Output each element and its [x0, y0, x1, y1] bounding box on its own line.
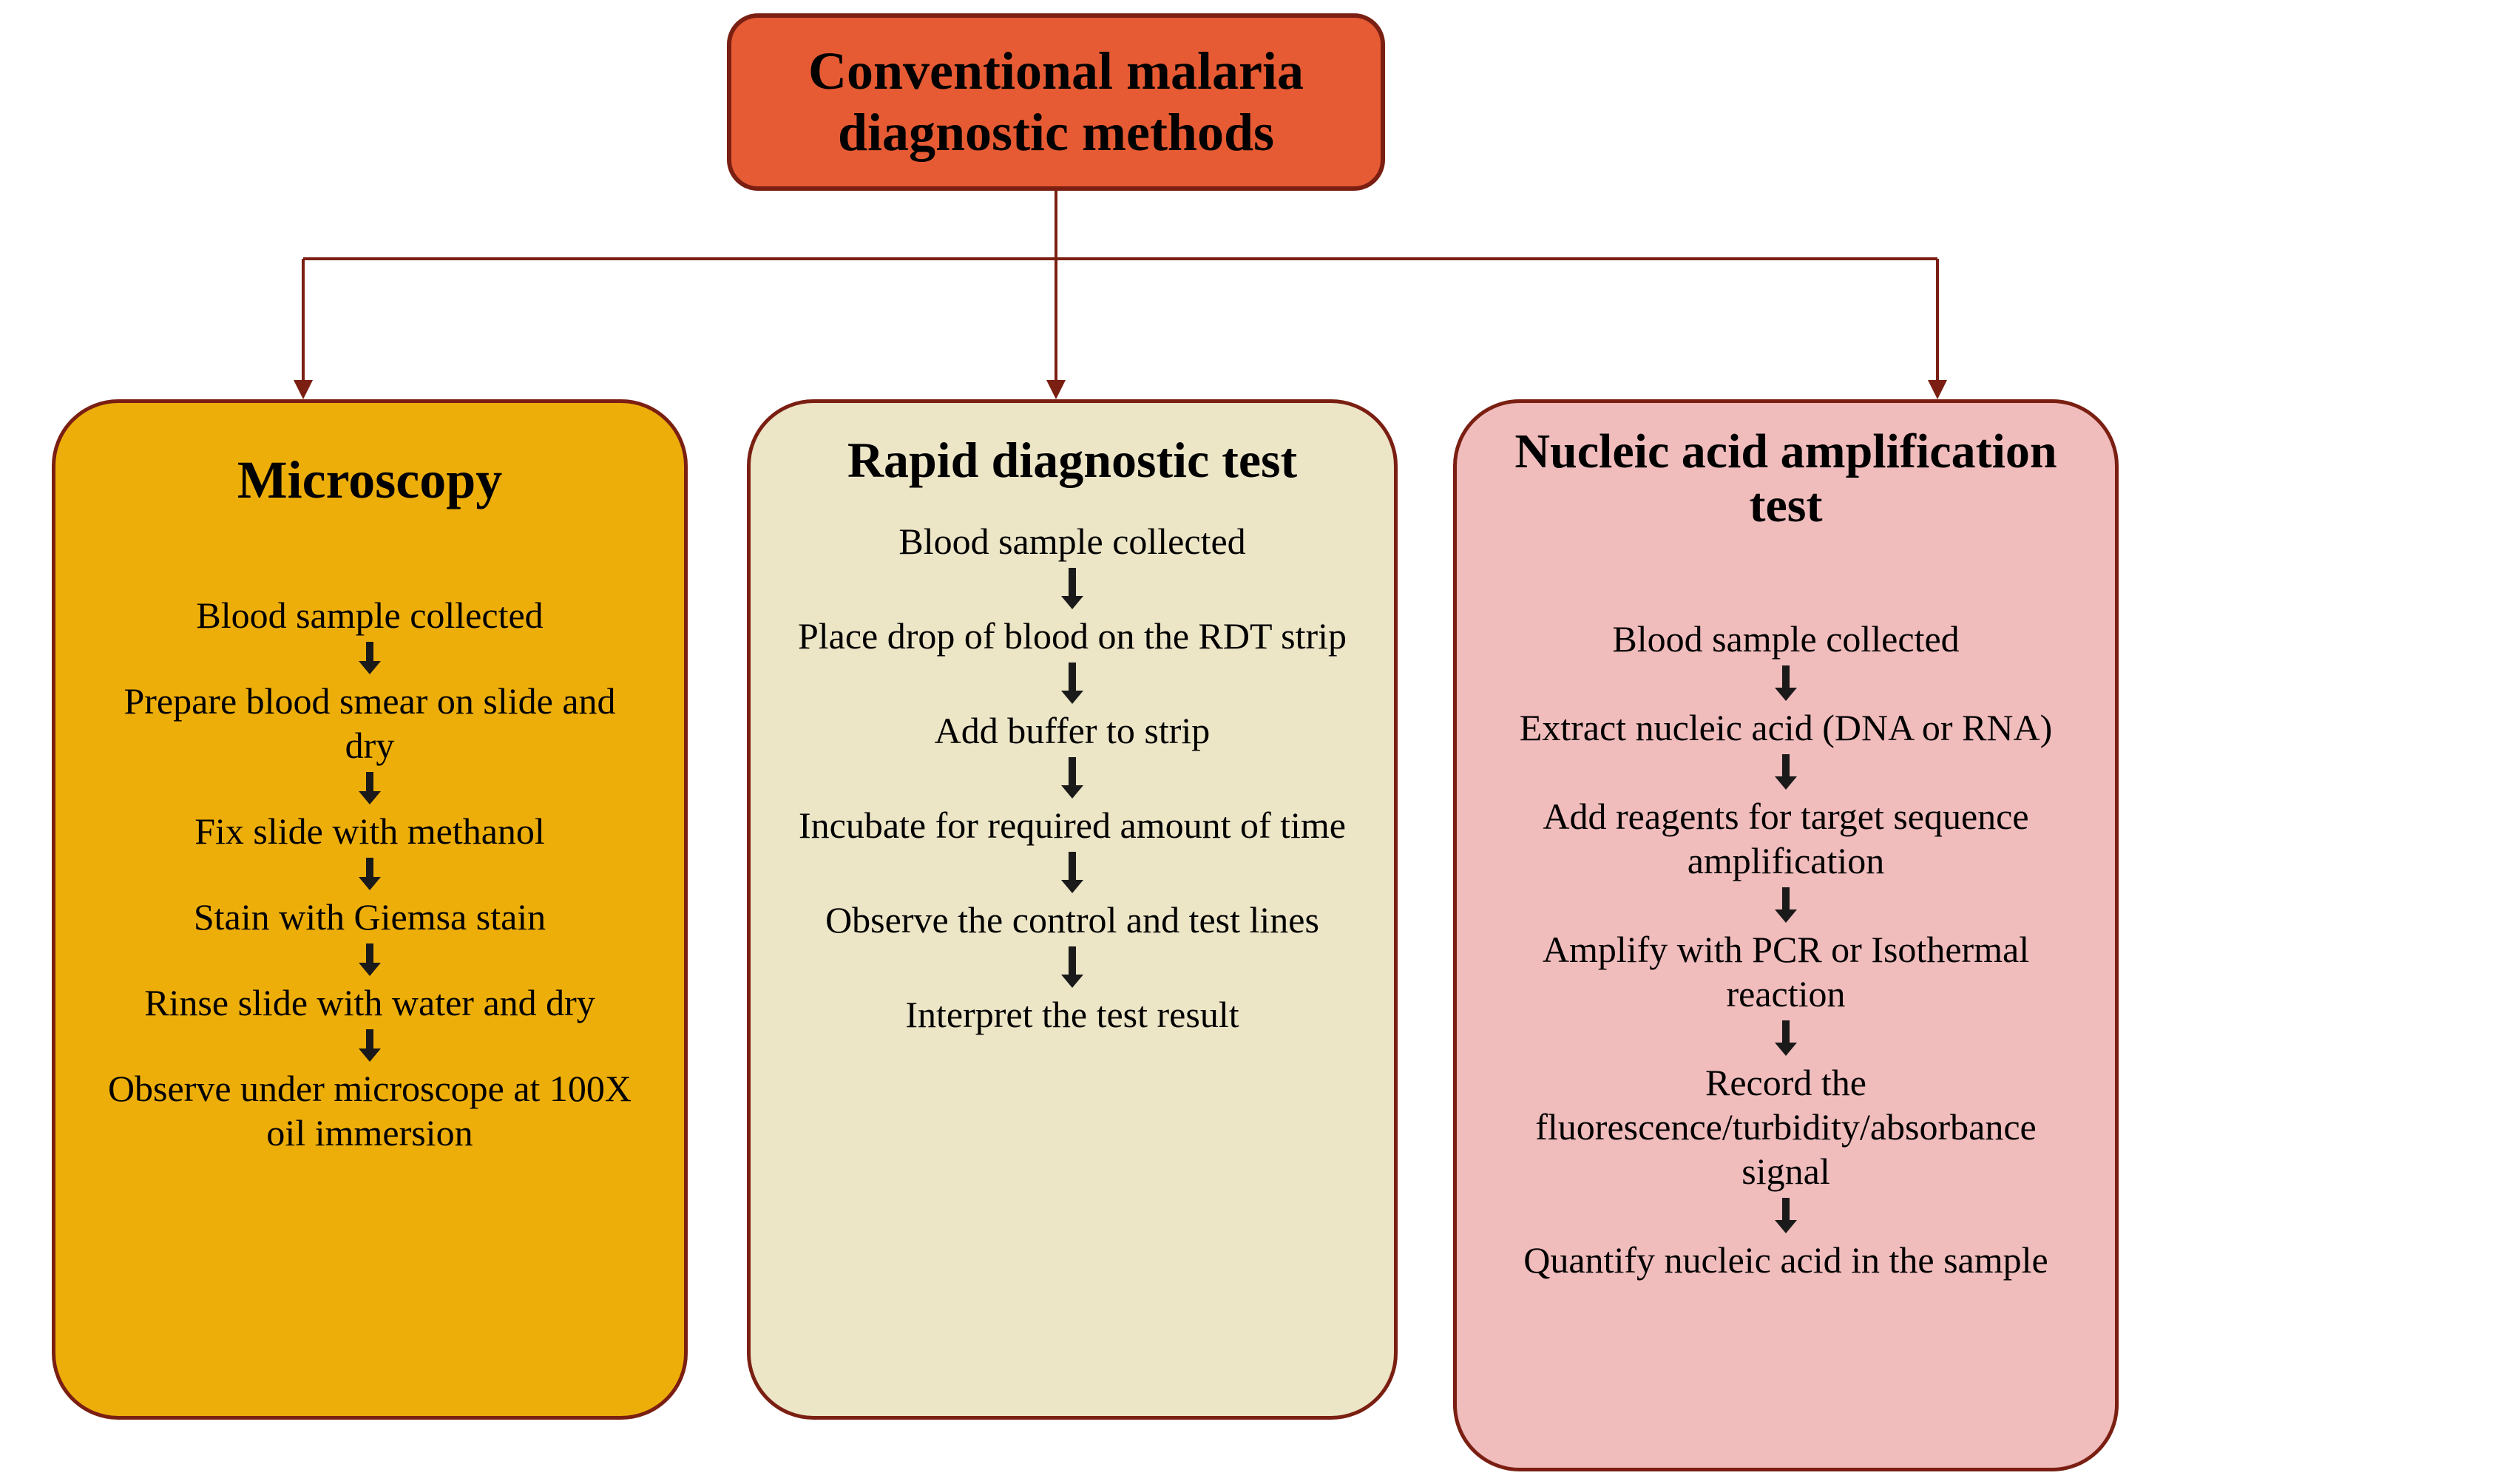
down-arrow-icon [355, 770, 385, 806]
step-text: Blood sample collected [1612, 617, 1959, 661]
root-title-line2: diagnostic methods [838, 102, 1274, 163]
step-text: Observe the control and test lines [825, 898, 1319, 942]
down-arrow-icon [1771, 753, 1801, 791]
down-arrow-icon [1771, 1019, 1801, 1057]
step-text: Observe under microscope at 100X oil imm… [96, 1066, 643, 1155]
step-text: Stain with Giemsa stain [194, 895, 546, 939]
step-text: Add reagents for target sequence amplifi… [1497, 794, 2074, 883]
method-microscopy: Microscopy Blood sample collected Prepare … [52, 399, 688, 1420]
step-text: Interpret the test result [905, 992, 1239, 1037]
root-node: Conventional malaria diagnostic methods [727, 13, 1385, 191]
steps-list: Blood sample collected Place drop of bloo… [780, 519, 1364, 1037]
down-arrow-icon [1057, 756, 1087, 800]
down-arrow-icon [1771, 664, 1801, 702]
down-arrow-icon [1057, 945, 1087, 989]
step-text: Blood sample collected [196, 593, 543, 637]
step-text: Record the fluorescence/turbidity/absorb… [1497, 1060, 2074, 1193]
down-arrow-icon [355, 1028, 385, 1063]
step-text: Blood sample collected [898, 519, 1245, 563]
step-text: Fix slide with methanol [194, 809, 545, 853]
down-arrow-icon [1057, 850, 1087, 895]
step-text: Place drop of blood on the RDT strip [798, 614, 1347, 658]
steps-list: Blood sample collected Prepare blood smea… [85, 593, 654, 1155]
root-title-line1: Conventional malaria [808, 41, 1304, 102]
method-title: Nucleic acid amplification test [1486, 425, 2085, 532]
step-text: Prepare blood smear on slide and dry [96, 679, 643, 768]
down-arrow-icon [1771, 886, 1801, 924]
step-text: Rinse slide with water and dry [144, 980, 595, 1025]
step-text: Quantify nucleic acid in the sample [1523, 1238, 2048, 1282]
method-naat: Nucleic acid amplification test Blood sam… [1453, 399, 2119, 1471]
down-arrow-icon [355, 856, 385, 892]
down-arrow-icon [1771, 1196, 1801, 1235]
down-arrow-icon [1057, 661, 1087, 705]
method-rdt: Rapid diagnostic test Blood sample collec… [747, 399, 1398, 1420]
step-text: Extract nucleic acid (DNA or RNA) [1520, 705, 2053, 750]
step-text: Amplify with PCR or Isothermal reaction [1497, 927, 2074, 1016]
steps-list: Blood sample collected Extract nucleic ac… [1486, 617, 2085, 1282]
step-text: Add buffer to strip [935, 708, 1211, 753]
step-text: Incubate for required amount of time [799, 803, 1346, 847]
method-title: Microscopy [237, 451, 503, 509]
down-arrow-icon [355, 640, 385, 676]
down-arrow-icon [355, 942, 385, 978]
down-arrow-icon [1057, 566, 1087, 611]
method-title: Rapid diagnostic test [847, 433, 1297, 488]
